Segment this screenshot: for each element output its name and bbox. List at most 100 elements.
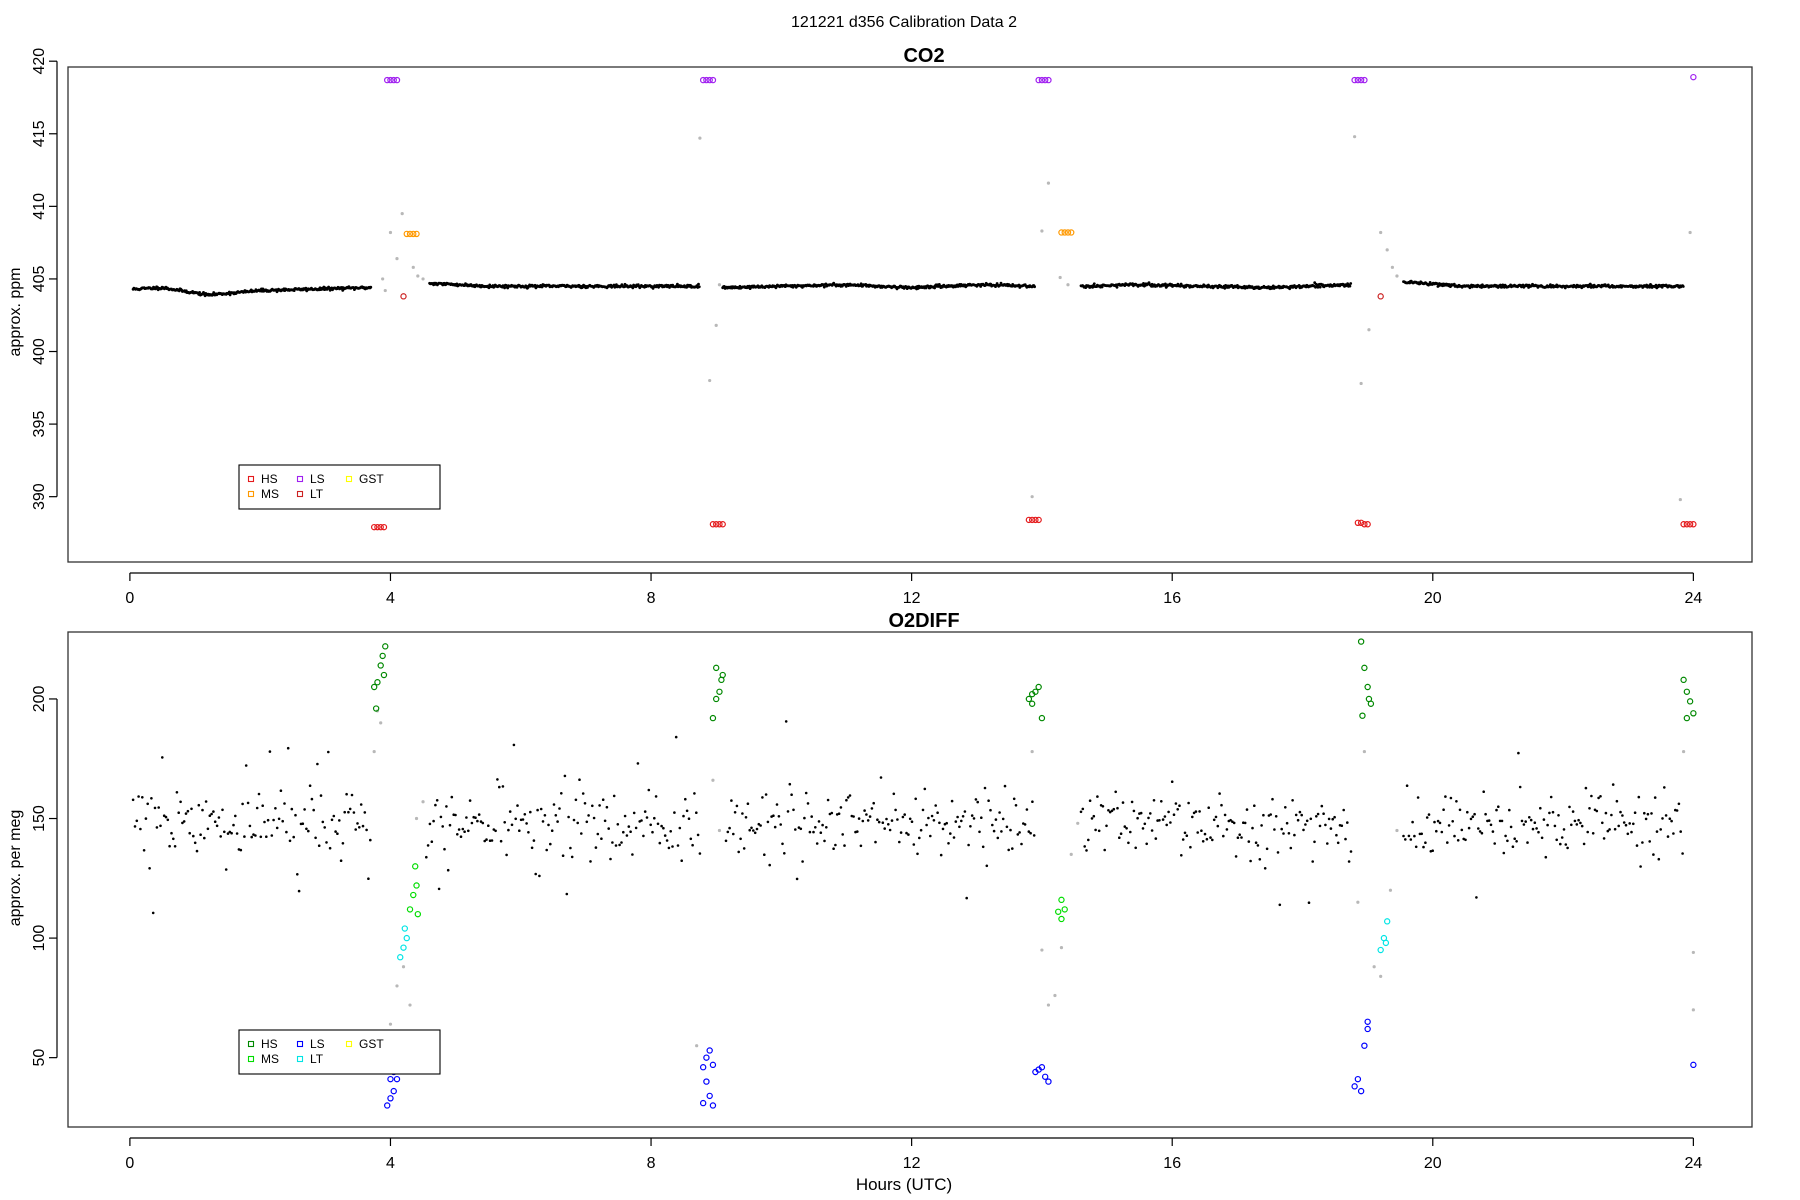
o2diff-baseline-point: [288, 839, 292, 843]
o2diff-flush-point: [711, 778, 715, 782]
o2diff-baseline-point: [1520, 819, 1524, 823]
o2diff-baseline-point: [865, 813, 868, 816]
o2diff-baseline-point: [671, 845, 674, 848]
o2diff-x-tick-label: 4: [386, 1155, 395, 1172]
o2diff-baseline-point: [642, 834, 645, 838]
o2diff-axes: 0 4 8 12 16 20 24 50 100 150 200: [31, 686, 1702, 1172]
o2diff-baseline-point: [1152, 799, 1156, 802]
o2diff-baseline-point: [255, 806, 259, 810]
o2diff-baseline-point: [186, 809, 190, 813]
o2diff-baseline-point: [1265, 847, 1269, 851]
o2diff-baseline-point: [193, 841, 197, 845]
o2diff-baseline-point: [622, 830, 625, 834]
o2diff-baseline-point: [496, 778, 499, 781]
co2-baseline-point: [198, 291, 202, 294]
o2diff-baseline-point: [161, 756, 164, 759]
o2diff-baseline-point: [616, 823, 620, 826]
o2diff-cal-point-ls: [387, 1095, 394, 1102]
co2-cal-point-ms: [1064, 229, 1072, 236]
o2diff-baseline-point: [623, 814, 627, 818]
o2diff-baseline-point: [332, 814, 336, 818]
o2diff-baseline-point: [894, 808, 897, 812]
o2diff-baseline-point: [1475, 896, 1478, 899]
o2diff-baseline-point: [1650, 812, 1653, 815]
o2diff-baseline-point: [166, 818, 170, 822]
o2diff-baseline-point: [560, 792, 563, 795]
o2diff-baseline-point: [601, 798, 605, 801]
co2-flush-point: [1058, 275, 1062, 280]
o2diff-baseline-point: [434, 803, 437, 807]
o2diff-baseline-point: [1606, 829, 1610, 833]
o2diff-baseline-point: [1031, 800, 1034, 803]
o2diff-baseline-point: [192, 834, 195, 838]
o2diff-baseline-point: [596, 832, 600, 836]
o2diff-baseline-point: [1302, 828, 1305, 832]
o2diff-baseline-point: [925, 823, 928, 827]
o2diff-baseline-point: [1291, 799, 1294, 802]
co2-cal-point-ls: [706, 76, 713, 84]
o2diff-baseline-point: [272, 818, 275, 822]
o2diff-baseline-point: [1145, 842, 1148, 846]
o2diff-baseline-point: [1285, 821, 1289, 825]
o2diff-baseline-point: [1112, 807, 1116, 811]
co2-x-tick-label: 24: [1684, 590, 1702, 607]
o2diff-baseline-point: [1274, 815, 1278, 818]
o2diff-baseline-point: [1506, 839, 1509, 843]
o2diff-baseline-point: [170, 831, 173, 835]
co2-cal-point-hs: [1032, 516, 1039, 524]
co2-legend-swatch-lt: [296, 490, 304, 498]
o2diff-baseline-point: [1318, 824, 1322, 828]
o2diff-baseline-point: [680, 859, 683, 862]
o2diff-baseline-point: [197, 803, 201, 807]
o2diff-baseline-point: [243, 835, 246, 838]
o2diff-cal-point-ms: [413, 882, 420, 889]
o2diff-cal-point-hs: [1683, 714, 1691, 722]
o2diff-baseline-point: [832, 847, 835, 850]
o2diff-flush-point: [1681, 749, 1686, 754]
o2diff-baseline-point: [153, 806, 157, 810]
o2diff-baseline-point: [693, 792, 696, 795]
o2diff-baseline-point: [459, 835, 463, 838]
co2-cal-point-hs: [1354, 519, 1362, 527]
o2diff-baseline-point: [1347, 860, 1351, 863]
o2diff-baseline-point: [286, 746, 290, 750]
o2diff-baseline-point: [689, 837, 693, 841]
co2-cal-point-hs: [719, 521, 726, 528]
o2diff-baseline-point: [206, 827, 210, 831]
o2diff-baseline-point: [1613, 827, 1617, 831]
o2diff-baseline-point: [190, 807, 193, 811]
o2diff-baseline-point: [662, 826, 665, 830]
o2diff-cal-point-ms: [410, 891, 417, 899]
o2diff-baseline-point: [570, 855, 574, 859]
o2diff-baseline-point: [448, 823, 452, 827]
o2diff-baseline-point: [1349, 850, 1353, 853]
o2diff-baseline-point: [1442, 808, 1445, 811]
o2diff-baseline-point: [358, 826, 361, 829]
co2-cal-point-ms: [1068, 229, 1075, 236]
o2diff-baseline-point: [212, 810, 215, 813]
co2-cal-point-hs: [1690, 521, 1697, 528]
o2diff-baseline-point: [1557, 814, 1560, 817]
o2diff-baseline-point: [905, 831, 908, 835]
co2-baseline-point: [369, 285, 373, 289]
o2diff-baseline-point: [1619, 810, 1622, 814]
co2-x-tick-label: 4: [386, 590, 395, 607]
o2diff-baseline-point: [525, 822, 528, 825]
o2diff-baseline-point: [1139, 811, 1143, 815]
co2-flush-point: [1353, 135, 1357, 139]
o2diff-baseline-point: [651, 830, 654, 834]
co2-cal-point-lt: [1377, 293, 1384, 300]
co2-baseline-point: [685, 285, 689, 289]
o2diff-baseline-point: [1322, 812, 1325, 815]
o2diff-baseline-point: [846, 796, 850, 799]
o2diff-baseline-point: [1464, 838, 1467, 842]
o2diff-baseline-point: [1211, 838, 1214, 842]
o2diff-baseline-point: [1307, 901, 1311, 904]
o2diff-baseline-point: [1560, 836, 1564, 839]
o2diff-baseline-point: [241, 802, 244, 806]
o2diff-baseline-point: [430, 840, 434, 843]
o2diff-baseline-point: [839, 806, 843, 809]
o2diff-baseline-point: [268, 750, 272, 753]
co2-legend-label-ls: LS: [310, 472, 325, 486]
o2diff-baseline-point: [512, 743, 516, 747]
